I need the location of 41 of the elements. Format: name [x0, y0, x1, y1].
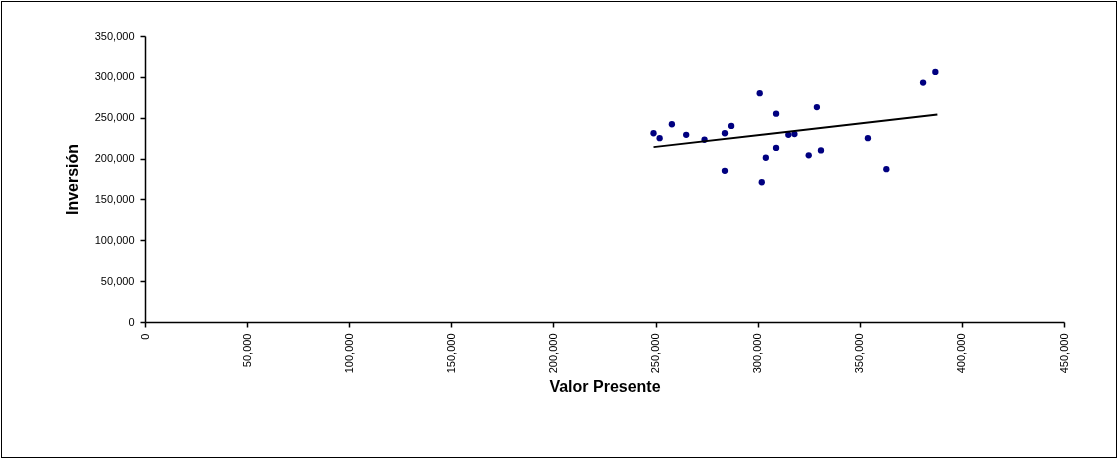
point — [805, 152, 812, 159]
point — [683, 131, 690, 139]
point — [772, 110, 780, 117]
point — [721, 167, 729, 174]
x-tick-label: 0 — [138, 333, 151, 340]
point — [932, 68, 939, 76]
point — [762, 154, 769, 161]
point — [919, 79, 927, 86]
y-tick-label: 200,000 — [94, 152, 135, 165]
point — [727, 122, 735, 130]
y-tick-label: 50,000 — [100, 274, 135, 287]
x-tick-label: 400,000 — [955, 333, 968, 374]
y-tick-label: 0 — [128, 315, 135, 328]
point — [785, 131, 792, 139]
y-tick-label: 350,000 — [94, 29, 135, 42]
x-tick-label: 300,000 — [751, 333, 764, 374]
x-tick-label: 150,000 — [444, 333, 457, 374]
x-tick-label: 350,000 — [853, 333, 866, 374]
point — [813, 103, 821, 111]
point — [883, 166, 890, 173]
y-tick-label: 300,000 — [94, 70, 135, 83]
point — [650, 130, 657, 137]
y-axis-title: Inversión — [63, 143, 81, 216]
point — [756, 90, 763, 97]
x-tick-label: 250,000 — [649, 333, 662, 374]
y-tick-label: 150,000 — [94, 192, 135, 205]
y-tick-label: 250,000 — [94, 111, 135, 124]
point — [721, 130, 729, 137]
point — [817, 147, 825, 154]
point — [668, 121, 676, 128]
x-tick-label: 100,000 — [342, 333, 355, 374]
point — [791, 130, 798, 138]
y-tick-label: 100,000 — [94, 233, 135, 246]
x-tick-label: 200,000 — [546, 333, 559, 374]
point — [758, 179, 765, 186]
point — [864, 134, 872, 142]
point — [656, 134, 663, 142]
x-tick-label: 50,000 — [240, 333, 253, 368]
x-tick-label: 450,000 — [1057, 333, 1070, 374]
point — [772, 144, 780, 152]
x-axis-title: Valor Presente — [549, 378, 661, 396]
